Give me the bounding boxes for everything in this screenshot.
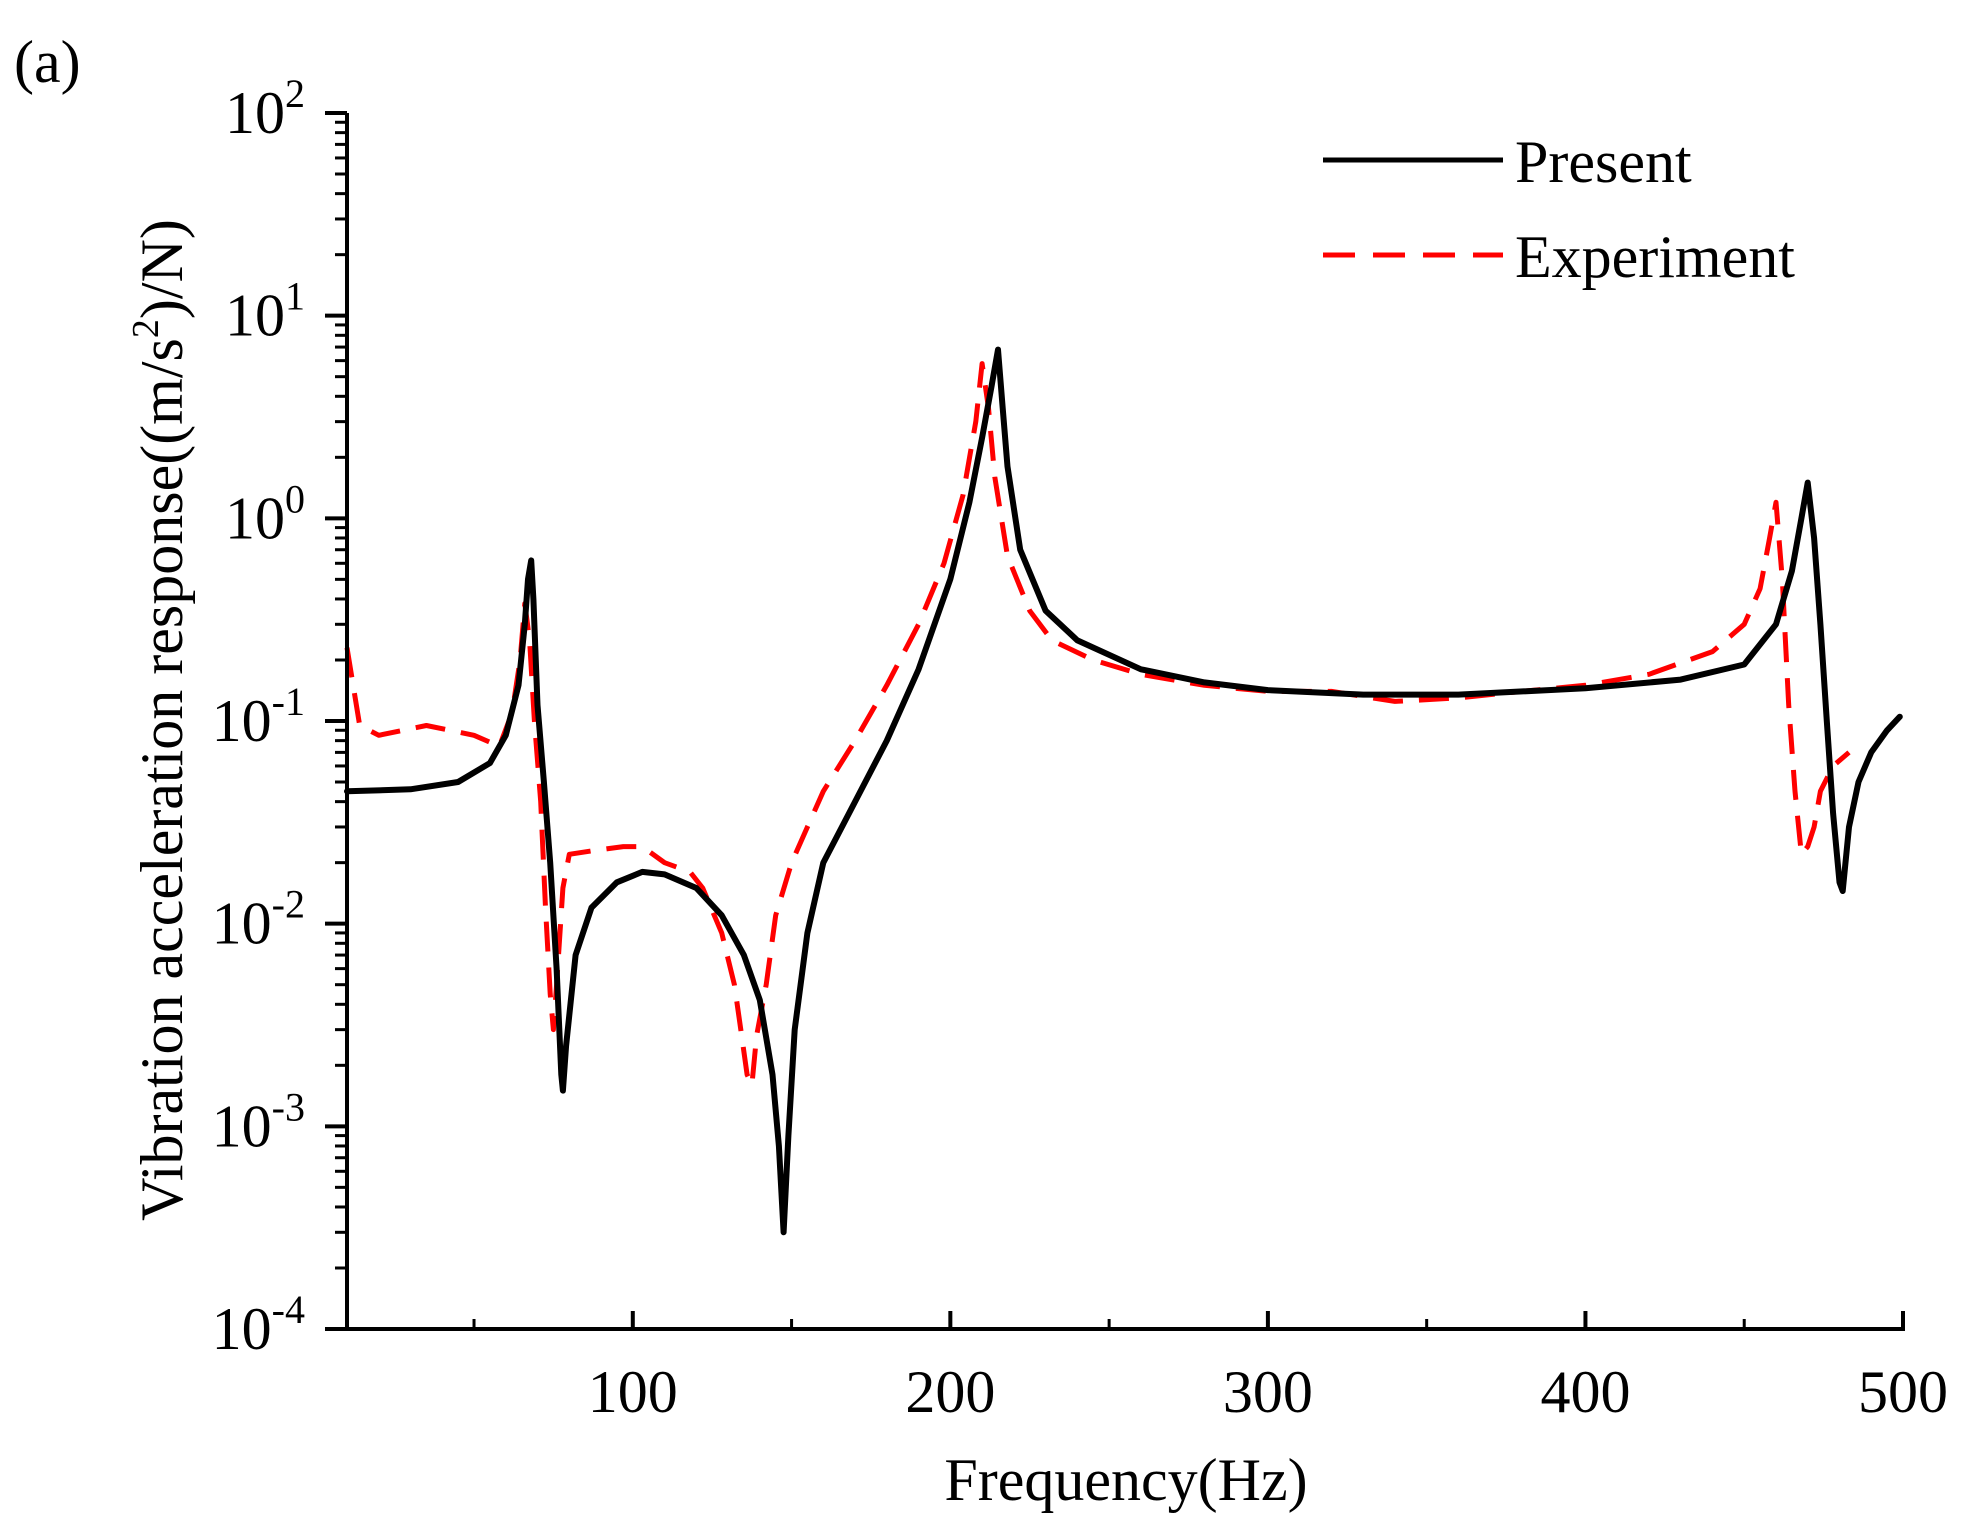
y-ticks: 10-4 10-3 10-2 10-1 100 101 102 [212,71,347,1362]
legend: Present Experiment [1323,129,1795,290]
plot-area: 100 200 300 400 500 10-410-310-210-110010110… [212,71,1948,1425]
series-line-present [344,346,1903,1236]
y-axis-label-suffix: )/N) [129,219,195,319]
axes-layer [345,113,1905,1331]
x-ticks: 100 200 300 400 500 [472,1311,1948,1425]
x-tick-label: 500 [1858,1359,1948,1425]
y-tick-label: 102 [225,71,305,146]
y-tick-label: 101 [225,274,305,349]
y-axis-label-prefix: Vibration acceleration response((m/s [129,338,195,1221]
x-tick-label: 300 [1223,1359,1313,1425]
x-tick-label: 100 [588,1359,678,1425]
legend-label-experiment: Experiment [1515,224,1795,290]
y-tick-label: 10-1 [212,679,305,754]
y-tick-label: 10-4 [212,1287,305,1362]
y-tick-label: 10-3 [212,1084,305,1159]
x-tick-label: 200 [905,1359,995,1425]
y-tick-label: 10-2 [212,882,305,957]
x-tick-label: 400 [1540,1359,1630,1425]
series-layer [344,346,1903,1236]
y-tick-label: 100 [225,476,305,551]
y-axis-label-sup: 2 [125,319,167,338]
y-axis-label: Vibration acceleration response((m/s2)/N… [125,219,195,1221]
x-axis-label: Frequency(Hz) [944,1447,1307,1513]
panel-label: (a) [14,29,81,95]
legend-label-present: Present [1515,129,1692,195]
